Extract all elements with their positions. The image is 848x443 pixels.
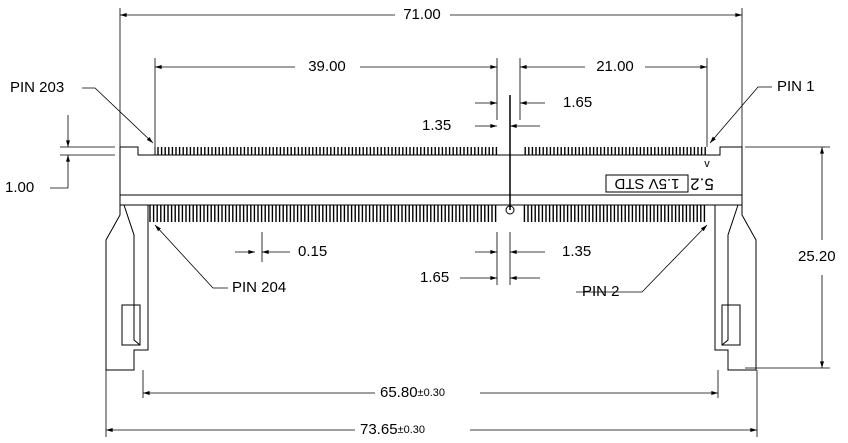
tolerance: ±0.30 [398,424,425,436]
dim-label: 0.15 [298,243,327,260]
dim-label: 1.00 [5,179,34,196]
pin1-indicator: v [704,158,710,170]
dim-label: 21.00 [596,58,634,75]
dim-label: 39.00 [308,58,346,75]
pin-label: PIN 204 [232,279,286,296]
dim-label: 65.80±0.30 [380,384,445,401]
voltage-mark: 1.5V STD [614,175,679,192]
dim-label: 1.65 [563,94,592,111]
tolerance: ±0.30 [418,387,445,399]
dim-label: 1.35 [422,117,451,134]
dimension-lines [50,8,830,437]
dim-label: 1.65 [420,269,449,286]
pin-label: PIN 2 [582,283,620,300]
pin-label: PIN 203 [10,79,64,96]
marking: 1.5V STD 5.2 [605,174,714,194]
pin-label: PIN 1 [777,78,815,95]
dim-label: 25.20 [798,248,836,265]
pin-rows [149,147,706,222]
dim-label: 73.65±0.30 [360,421,425,438]
dim-value: 73.65 [360,421,398,438]
labels: 71.00 39.00 21.00 PIN 203 PIN 1 1.35 1.6… [5,6,836,438]
dim-label: 1.35 [562,243,591,260]
number-mark: 5.2 [690,175,714,194]
connector-body [105,95,757,371]
dim-label: 71.00 [403,6,441,23]
dim-value: 65.80 [380,384,418,401]
